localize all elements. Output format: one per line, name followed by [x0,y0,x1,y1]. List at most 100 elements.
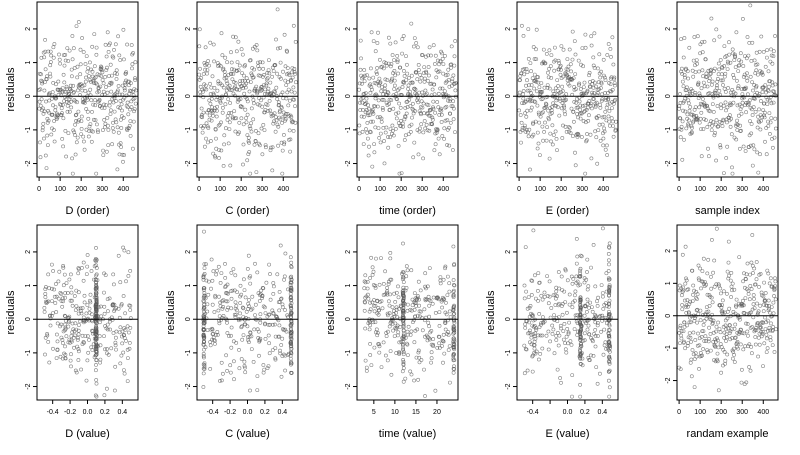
residual-point [63,295,67,300]
residual-point [446,67,451,72]
residual-point [261,363,266,367]
residual-point [268,80,273,85]
residual-point [719,370,724,375]
residual-point [261,66,266,71]
residual-point [580,91,585,96]
residual-point [412,86,417,91]
residual-point [116,306,121,311]
x-axis-label: randam example [687,428,769,440]
residual-point [755,301,759,306]
y-tick-label: 1 [25,284,32,288]
residual-point [433,388,438,393]
residual-point [124,93,129,98]
residual-point [518,129,523,134]
residual-point [267,312,272,317]
residual-point [606,328,611,332]
residual-point [745,261,750,266]
residual-point [604,346,609,351]
residual-point [686,287,691,292]
residual-point [86,334,90,339]
residual-point [412,36,417,41]
residual-point [253,139,258,144]
residual-point [543,61,548,66]
residual-point [381,340,386,345]
y-tick-label: -1 [505,127,512,133]
residual-point [237,63,242,68]
residual-point [106,127,111,132]
residual-point [399,124,404,129]
residual-point [401,357,406,362]
residual-point [238,97,243,101]
residual-point [411,44,416,49]
residual-point [197,44,202,49]
residual-point [377,135,382,140]
residual-point [399,171,404,176]
residual-point [398,65,403,70]
residual-point [357,87,362,92]
residual-point [429,350,434,355]
residual-point [423,126,428,131]
residual-point [753,282,758,287]
residual-point [289,349,293,354]
residual-point [255,374,260,379]
residual-point [581,93,586,98]
y-tick-label: 1 [345,284,352,288]
residual-point [220,110,225,115]
residual-point [565,57,570,62]
residual-point [268,272,272,276]
residual-point [409,21,414,26]
residual-point [378,140,383,145]
residual-point [277,110,282,115]
residual-point [684,66,688,71]
residual-point [213,155,218,160]
residual-point [74,119,79,123]
residual-point [443,327,448,332]
residual-point [748,119,752,124]
residual-point [578,349,583,354]
residual-point [111,272,116,277]
residual-point [761,50,766,54]
residual-point [759,118,764,123]
residual-point [440,305,445,310]
residual-point [115,125,120,130]
residual-point [70,330,75,335]
residual-point [392,87,397,92]
residual-point [69,99,73,104]
residual-point [409,122,414,127]
residual-point [385,311,390,316]
residual-point [267,322,272,327]
residual-point [583,321,588,325]
residual-point [362,114,366,119]
residual-point [213,127,218,132]
residual-point [129,89,133,94]
residual-point [391,308,396,313]
residual-point [692,318,697,323]
residual-point [438,275,443,280]
residual-point [732,326,737,331]
residual-point [536,333,541,338]
residual-point [526,57,531,61]
residual-point [225,331,230,335]
residual-point [83,62,88,66]
residual-point [61,72,66,77]
residual-point [732,75,736,80]
residual-point [409,329,414,334]
residual-point [59,113,64,117]
residual-point [707,336,711,341]
residual-point [258,320,263,325]
residual-point [225,282,230,287]
residual-points [362,241,457,398]
residual-point [276,300,281,305]
residual-point [239,324,244,329]
residual-point [226,305,231,310]
residual-point [422,111,426,116]
residual-point [359,56,363,61]
residual-point [386,91,391,96]
residual-point [276,334,281,339]
residual-point [750,233,755,237]
residual-point [451,341,456,346]
residual-point [243,63,248,68]
residual-point [560,84,565,89]
residual-point [737,63,742,68]
residual-point [759,334,764,339]
